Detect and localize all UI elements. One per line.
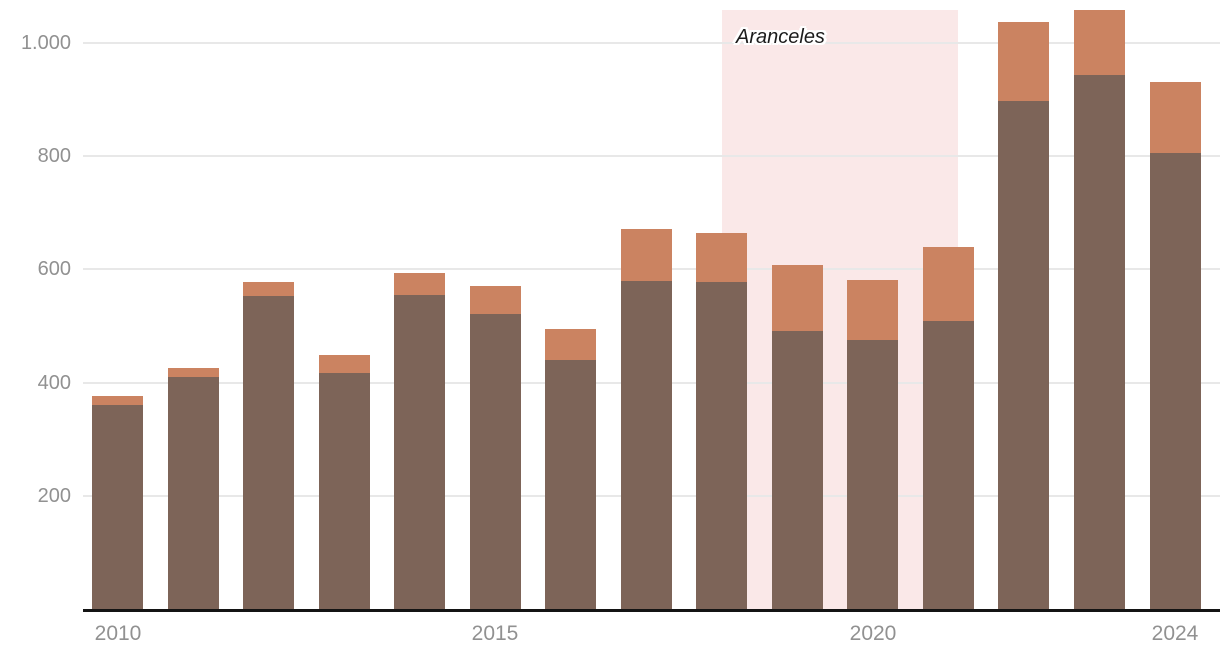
bar-segment-orange-2013 [319,355,370,373]
y-axis-label: 200 [37,484,71,507]
bar-segment-orange-2024 [1150,82,1201,153]
x-axis-line [83,609,1220,612]
bar-segment-brown-2011 [168,377,219,609]
bar-segment-orange-2023 [1074,10,1125,75]
bar-2019 [772,265,823,609]
bar-2021 [923,247,974,609]
bar-2018 [696,233,747,609]
bar-segment-orange-2011 [168,368,219,377]
bar-segment-brown-2019 [772,331,823,609]
y-axis-label: 1.000 [20,32,71,54]
gridline-800 [83,155,1220,158]
bar-2013 [319,355,370,609]
x-axis-label-2020: 2020 [849,622,897,645]
y-axis-label: 600 [37,258,71,281]
bar-segment-brown-2021 [923,321,974,609]
bar-segment-orange-2022 [998,22,1049,101]
bar-segment-orange-2015 [470,286,521,314]
bar-segment-orange-2016 [545,329,596,360]
bar-segment-orange-2019 [772,265,823,331]
x-axis-label-2015: 2015 [471,622,519,645]
bar-segment-orange-2017 [621,229,672,281]
bar-segment-orange-2010 [92,396,143,405]
annotation-label: Aranceles [736,26,825,48]
bar-segment-orange-2018 [696,233,747,282]
bar-segment-brown-2015 [470,314,521,609]
bar-segment-brown-2013 [319,373,370,609]
bar-2017 [621,229,672,609]
bar-segment-brown-2012 [243,296,294,609]
bar-segment-orange-2014 [394,273,445,295]
bar-segment-brown-2016 [545,360,596,609]
bar-segment-brown-2023 [1074,75,1125,609]
bar-segment-brown-2010 [92,405,143,609]
bar-segment-brown-2024 [1150,153,1201,609]
bar-segment-brown-2018 [696,282,747,609]
bar-2020 [847,280,898,609]
bar-2024 [1150,82,1201,609]
annotation-band [722,10,958,609]
bar-2011 [168,368,219,609]
x-axis-label-2010: 2010 [94,622,142,645]
bar-2016 [545,329,596,609]
bar-segment-brown-2017 [621,281,672,609]
bar-segment-orange-2021 [923,247,974,321]
bar-segment-orange-2020 [847,280,898,340]
bar-2012 [243,282,294,609]
bar-segment-orange-2012 [243,282,294,296]
bar-segment-brown-2022 [998,101,1049,609]
bar-2015 [470,286,521,609]
gridline-1000 [83,42,1220,44]
bar-2010 [92,396,143,609]
bar-2022 [998,22,1049,609]
bar-segment-brown-2014 [394,295,445,609]
y-axis-label: 800 [37,145,71,168]
bar-2023 [1074,10,1125,609]
x-axis-label-2024: 2024 [1151,622,1199,645]
bar-segment-brown-2020 [847,340,898,609]
y-axis-label: 400 [37,371,71,394]
bar-2014 [394,273,445,609]
